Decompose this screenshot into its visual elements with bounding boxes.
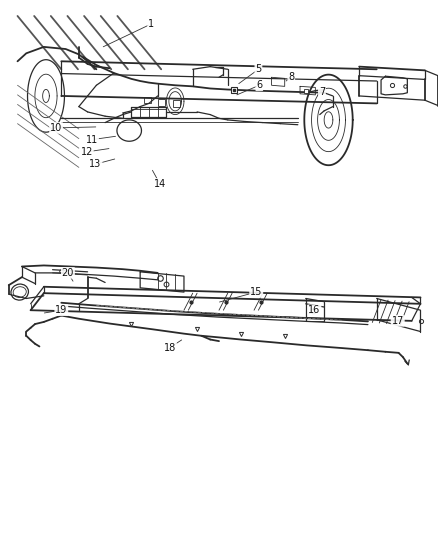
Text: 14: 14 [154, 179, 166, 189]
Text: 7: 7 [319, 87, 325, 96]
Text: 12: 12 [81, 147, 93, 157]
Text: 13: 13 [89, 159, 102, 169]
Text: 20: 20 [62, 268, 74, 278]
Text: 11: 11 [86, 135, 98, 144]
Text: 1: 1 [148, 19, 154, 29]
Text: 5: 5 [255, 64, 261, 74]
Text: 6: 6 [256, 80, 262, 90]
Text: 18: 18 [164, 343, 176, 352]
Text: 10: 10 [50, 123, 62, 133]
Text: 17: 17 [392, 316, 404, 326]
Ellipse shape [13, 287, 26, 297]
Text: 19: 19 [55, 305, 67, 315]
Bar [173, 100, 180, 107]
Text: 8: 8 [288, 72, 294, 82]
Bar [158, 99, 165, 106]
Text: 15: 15 [250, 287, 262, 297]
Text: 16: 16 [308, 305, 321, 315]
Ellipse shape [11, 284, 28, 300]
Bar [144, 97, 151, 103]
